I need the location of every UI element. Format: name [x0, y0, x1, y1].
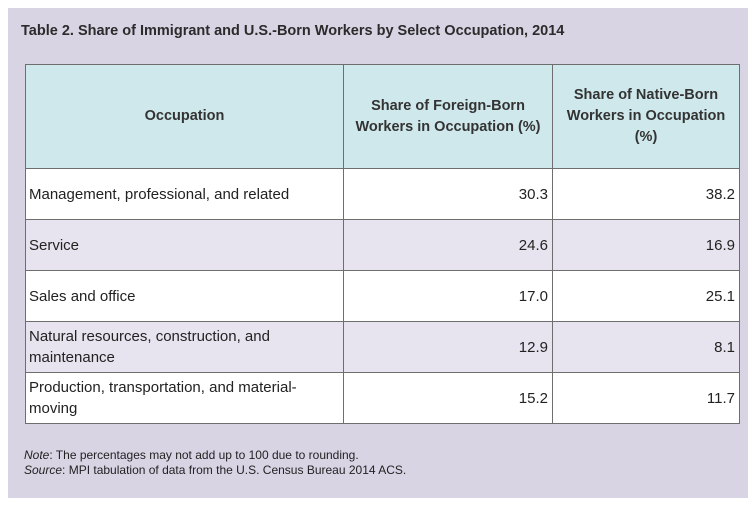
table-header-row: Occupation Share of Foreign-Born Workers… — [25, 64, 740, 169]
header-occupation: Occupation — [25, 64, 344, 169]
row-native-born-share: 38.2 — [552, 168, 740, 220]
row-native-born-share: 16.9 — [552, 219, 740, 271]
header-foreign-born-share: Share of Foreign-Born Workers in Occupat… — [343, 64, 553, 169]
table-row: Management, professional, and related 30… — [25, 168, 740, 220]
row-native-born-share: 11.7 — [552, 372, 740, 424]
note-text: : The percentages may not add up to 100 … — [49, 448, 359, 462]
row-foreign-born-share: 15.2 — [343, 372, 553, 424]
table-row: Service 24.6 16.9 — [25, 219, 740, 271]
table-row: Sales and office 17.0 25.1 — [25, 270, 740, 322]
table-notes: Note: The percentages may not add up to … — [24, 448, 406, 478]
source-line: Source: MPI tabulation of data from the … — [24, 463, 406, 478]
table-figure: Table 2. Share of Immigrant and U.S.-Bor… — [8, 8, 748, 498]
table-row: Natural resources, construction, and mai… — [25, 321, 740, 373]
row-foreign-born-share: 12.9 — [343, 321, 553, 373]
row-occupation: Management, professional, and related — [25, 168, 344, 220]
table-title: Table 2. Share of Immigrant and U.S.-Bor… — [21, 23, 565, 39]
source-text: : MPI tabulation of data from the U.S. C… — [62, 463, 407, 477]
row-native-born-share: 8.1 — [552, 321, 740, 373]
row-foreign-born-share: 30.3 — [343, 168, 553, 220]
source-label: Source — [24, 463, 63, 477]
row-foreign-born-share: 24.6 — [343, 219, 553, 271]
row-foreign-born-share: 17.0 — [343, 270, 553, 322]
table-row: Production, transportation, and material… — [25, 372, 740, 424]
row-occupation: Production, transportation, and material… — [25, 372, 344, 424]
note-label: Note — [24, 448, 50, 462]
row-occupation: Service — [25, 219, 344, 271]
occupation-table: Occupation Share of Foreign-Born Workers… — [25, 64, 740, 424]
row-occupation: Sales and office — [25, 270, 344, 322]
header-native-born-share: Share of Native-Born Workers in Occupati… — [552, 64, 740, 169]
row-occupation: Natural resources, construction, and mai… — [25, 321, 344, 373]
row-native-born-share: 25.1 — [552, 270, 740, 322]
note-line: Note: The percentages may not add up to … — [24, 448, 406, 463]
